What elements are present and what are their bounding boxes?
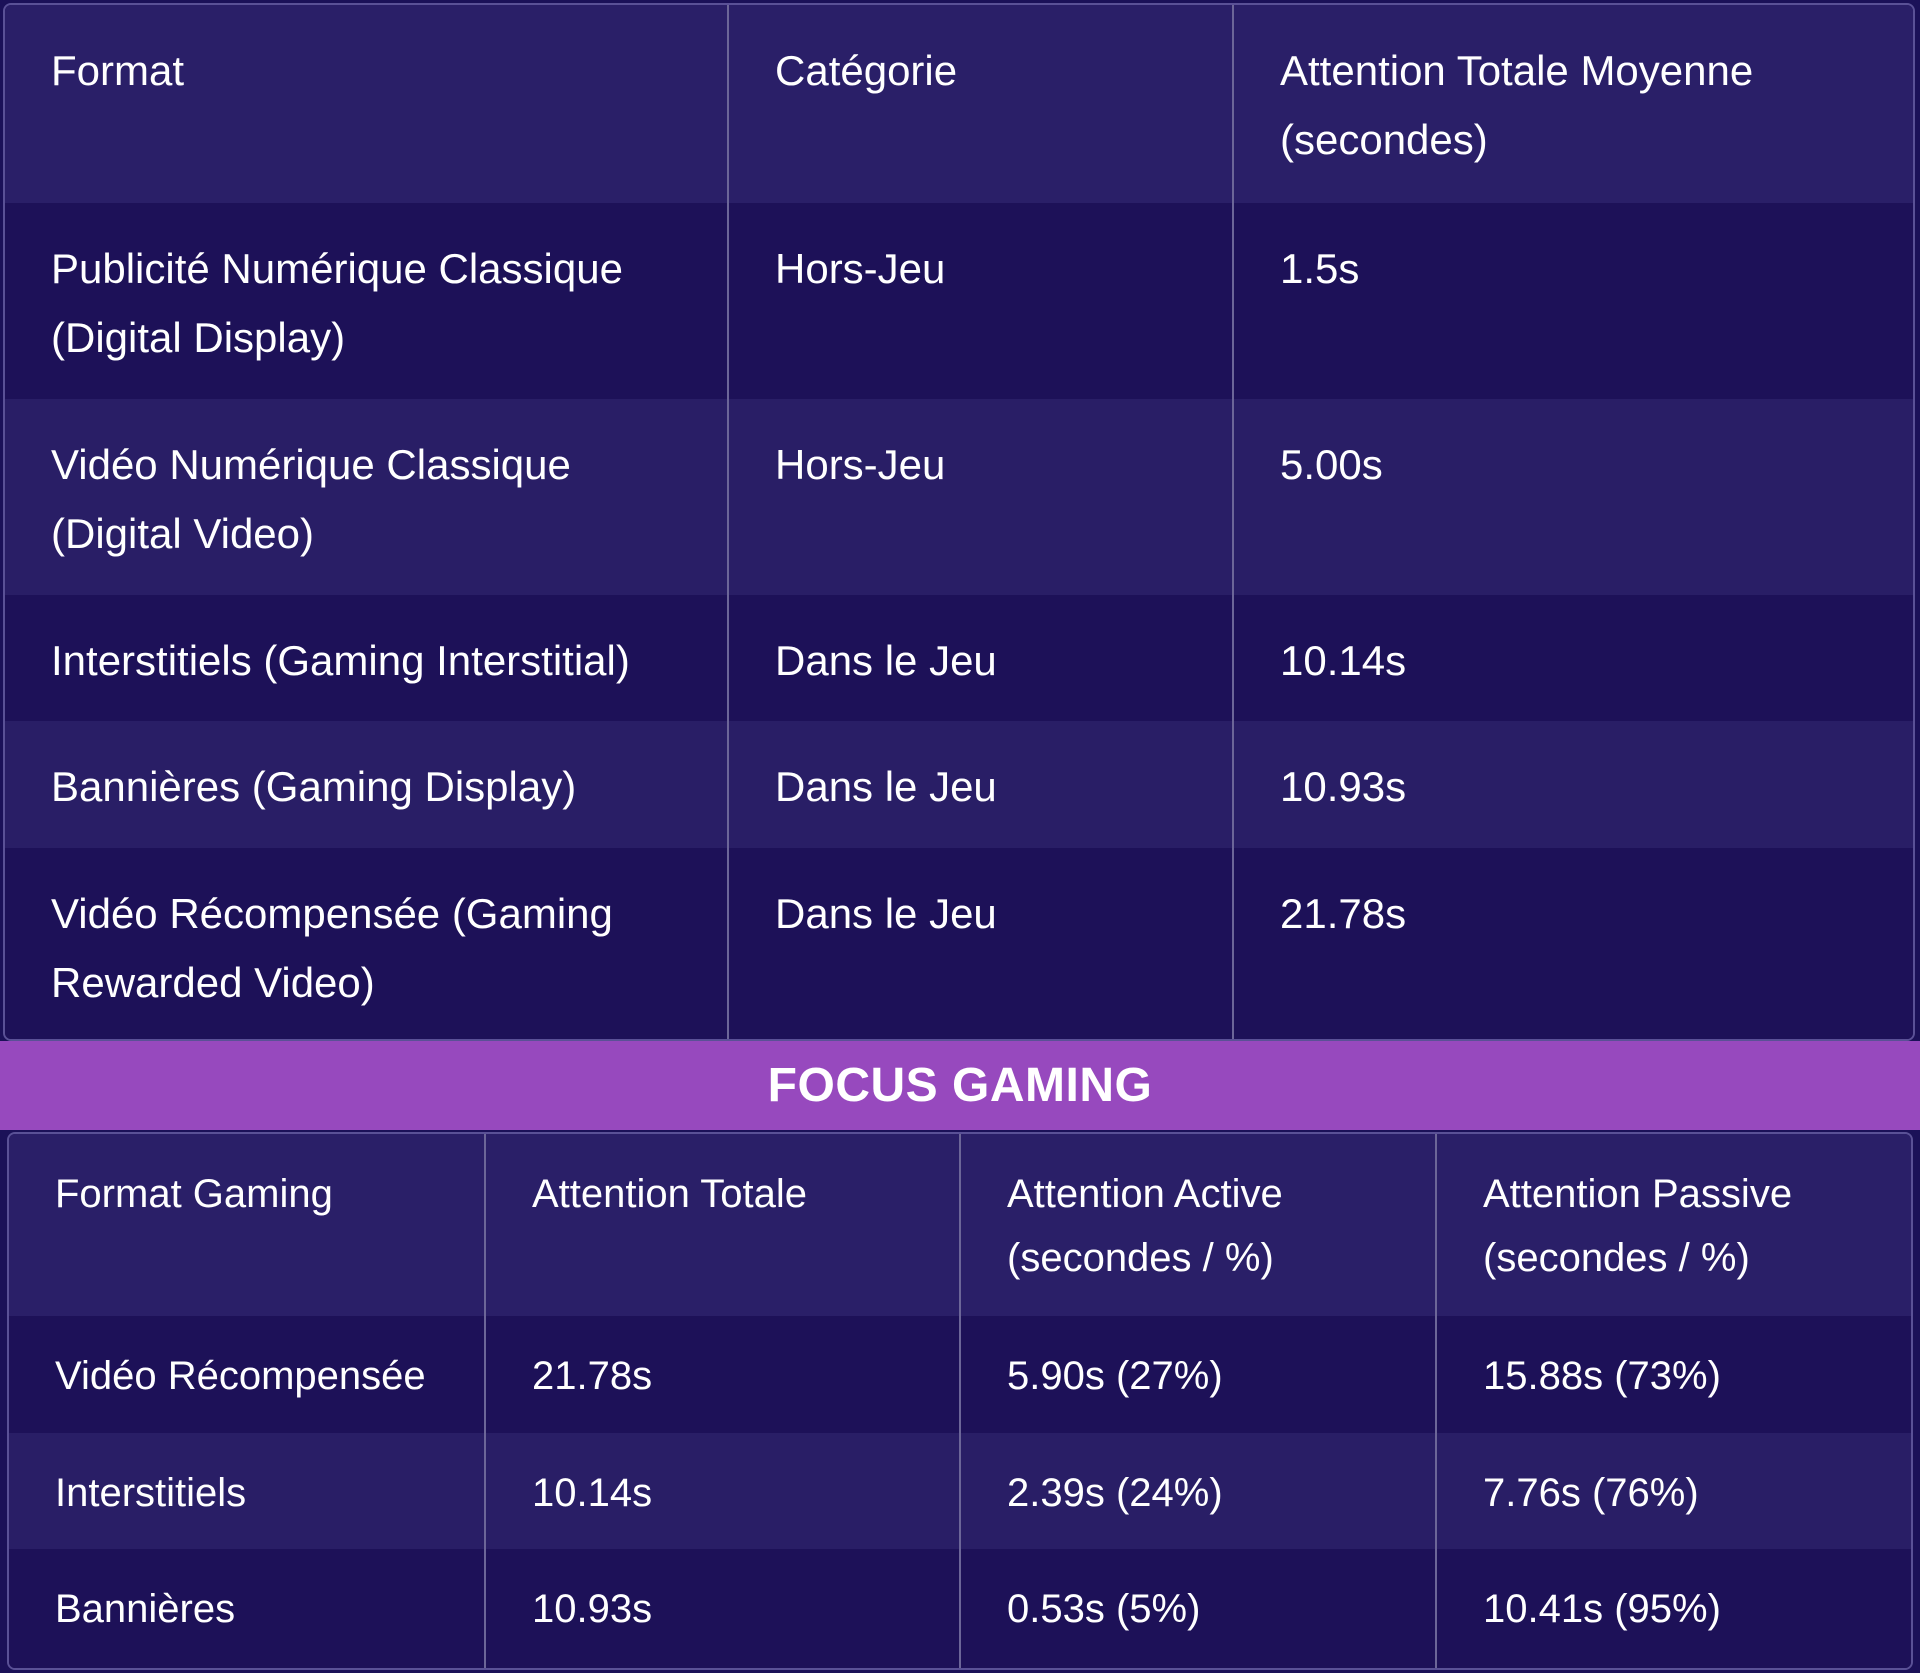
header-total-attention: Attention Totale [484, 1134, 960, 1316]
header-gaming-format: Format Gaming [55, 1172, 333, 1216]
table-row: Vidéo Numérique Classique (Digital Video… [5, 399, 1913, 595]
table-row: Bannières 10.93s 0.53s (5%) 10.41s (95%) [9, 1549, 1911, 1668]
table-row: Interstitiels 10.14s 2.39s (24%) 7.76s (… [9, 1433, 1911, 1549]
cell-passive-attention: 15.88s (73%) [1435, 1316, 1911, 1433]
banner-title: FOCUS GAMING [767, 1059, 1153, 1112]
cell-format: Publicité Numérique Classique (Digital D… [51, 245, 623, 361]
cell-category: Hors-Jeu [727, 203, 1233, 399]
cell-passive-attention: 10.41s (95%) [1435, 1549, 1911, 1668]
cell-gaming-format: Interstitiels [55, 1471, 247, 1515]
gaming-attention-table: Format Gaming Attention Totale Attention… [9, 1134, 1911, 1668]
table-header-row: Format Gaming Attention Totale Attention… [9, 1134, 1911, 1316]
cell-attention: 5.00s [1232, 399, 1913, 595]
table-row: Publicité Numérique Classique (Digital D… [5, 203, 1913, 399]
table-header-row: Format Catégorie Attention Totale Moyenn… [5, 5, 1913, 203]
cell-active-attention: 0.53s (5%) [959, 1549, 1436, 1668]
header-category: Catégorie [727, 5, 1233, 203]
table-row: Interstitiels (Gaming Interstitial) Dans… [5, 595, 1913, 721]
cell-gaming-format: Bannières [55, 1587, 236, 1631]
header-average-attention: Attention Totale Moyenne (secondes) [1232, 5, 1913, 203]
table-row: Vidéo Récompensée (Gaming Rewarded Video… [5, 848, 1913, 1039]
header-format: Format [51, 47, 185, 94]
cell-category: Dans le Jeu [727, 595, 1233, 721]
cell-format: Interstitiels (Gaming Interstitial) [51, 637, 630, 684]
header-passive-attention: Attention Passive (secondes / %) [1435, 1134, 1911, 1316]
cell-category: Hors-Jeu [727, 399, 1233, 595]
cell-category: Dans le Jeu [727, 848, 1233, 1039]
header-active-attention: Attention Active (secondes / %) [959, 1134, 1436, 1316]
table-row: Bannières (Gaming Display) Dans le Jeu 1… [5, 721, 1913, 848]
cell-format: Bannières (Gaming Display) [51, 763, 577, 810]
cell-active-attention: 2.39s (24%) [959, 1433, 1436, 1549]
cell-attention: 1.5s [1232, 203, 1913, 399]
cell-category: Dans le Jeu [727, 721, 1233, 848]
comparison-table-container: Format Catégorie Attention Totale Moyenn… [3, 3, 1915, 1041]
cell-attention: 10.93s [1232, 721, 1913, 848]
cell-format: Vidéo Numérique Classique (Digital Video… [51, 441, 571, 557]
cell-passive-attention: 7.76s (76%) [1435, 1433, 1911, 1549]
cell-format: Vidéo Récompensée (Gaming Rewarded Video… [51, 890, 613, 1006]
focus-gaming-banner: FOCUS GAMING [0, 1041, 1920, 1130]
cell-attention: 21.78s [1232, 848, 1913, 1039]
cell-total-attention: 10.93s [484, 1549, 960, 1668]
cell-gaming-format: Vidéo Récompensée [55, 1354, 426, 1398]
table-row: Vidéo Récompensée 21.78s 5.90s (27%) 15.… [9, 1316, 1911, 1433]
cell-total-attention: 10.14s [484, 1433, 960, 1549]
attention-by-format-table: Format Catégorie Attention Totale Moyenn… [5, 5, 1913, 1039]
cell-total-attention: 21.78s [484, 1316, 960, 1433]
gaming-table-container: Format Gaming Attention Totale Attention… [7, 1132, 1913, 1670]
cell-attention: 10.14s [1232, 595, 1913, 721]
cell-active-attention: 5.90s (27%) [959, 1316, 1436, 1433]
